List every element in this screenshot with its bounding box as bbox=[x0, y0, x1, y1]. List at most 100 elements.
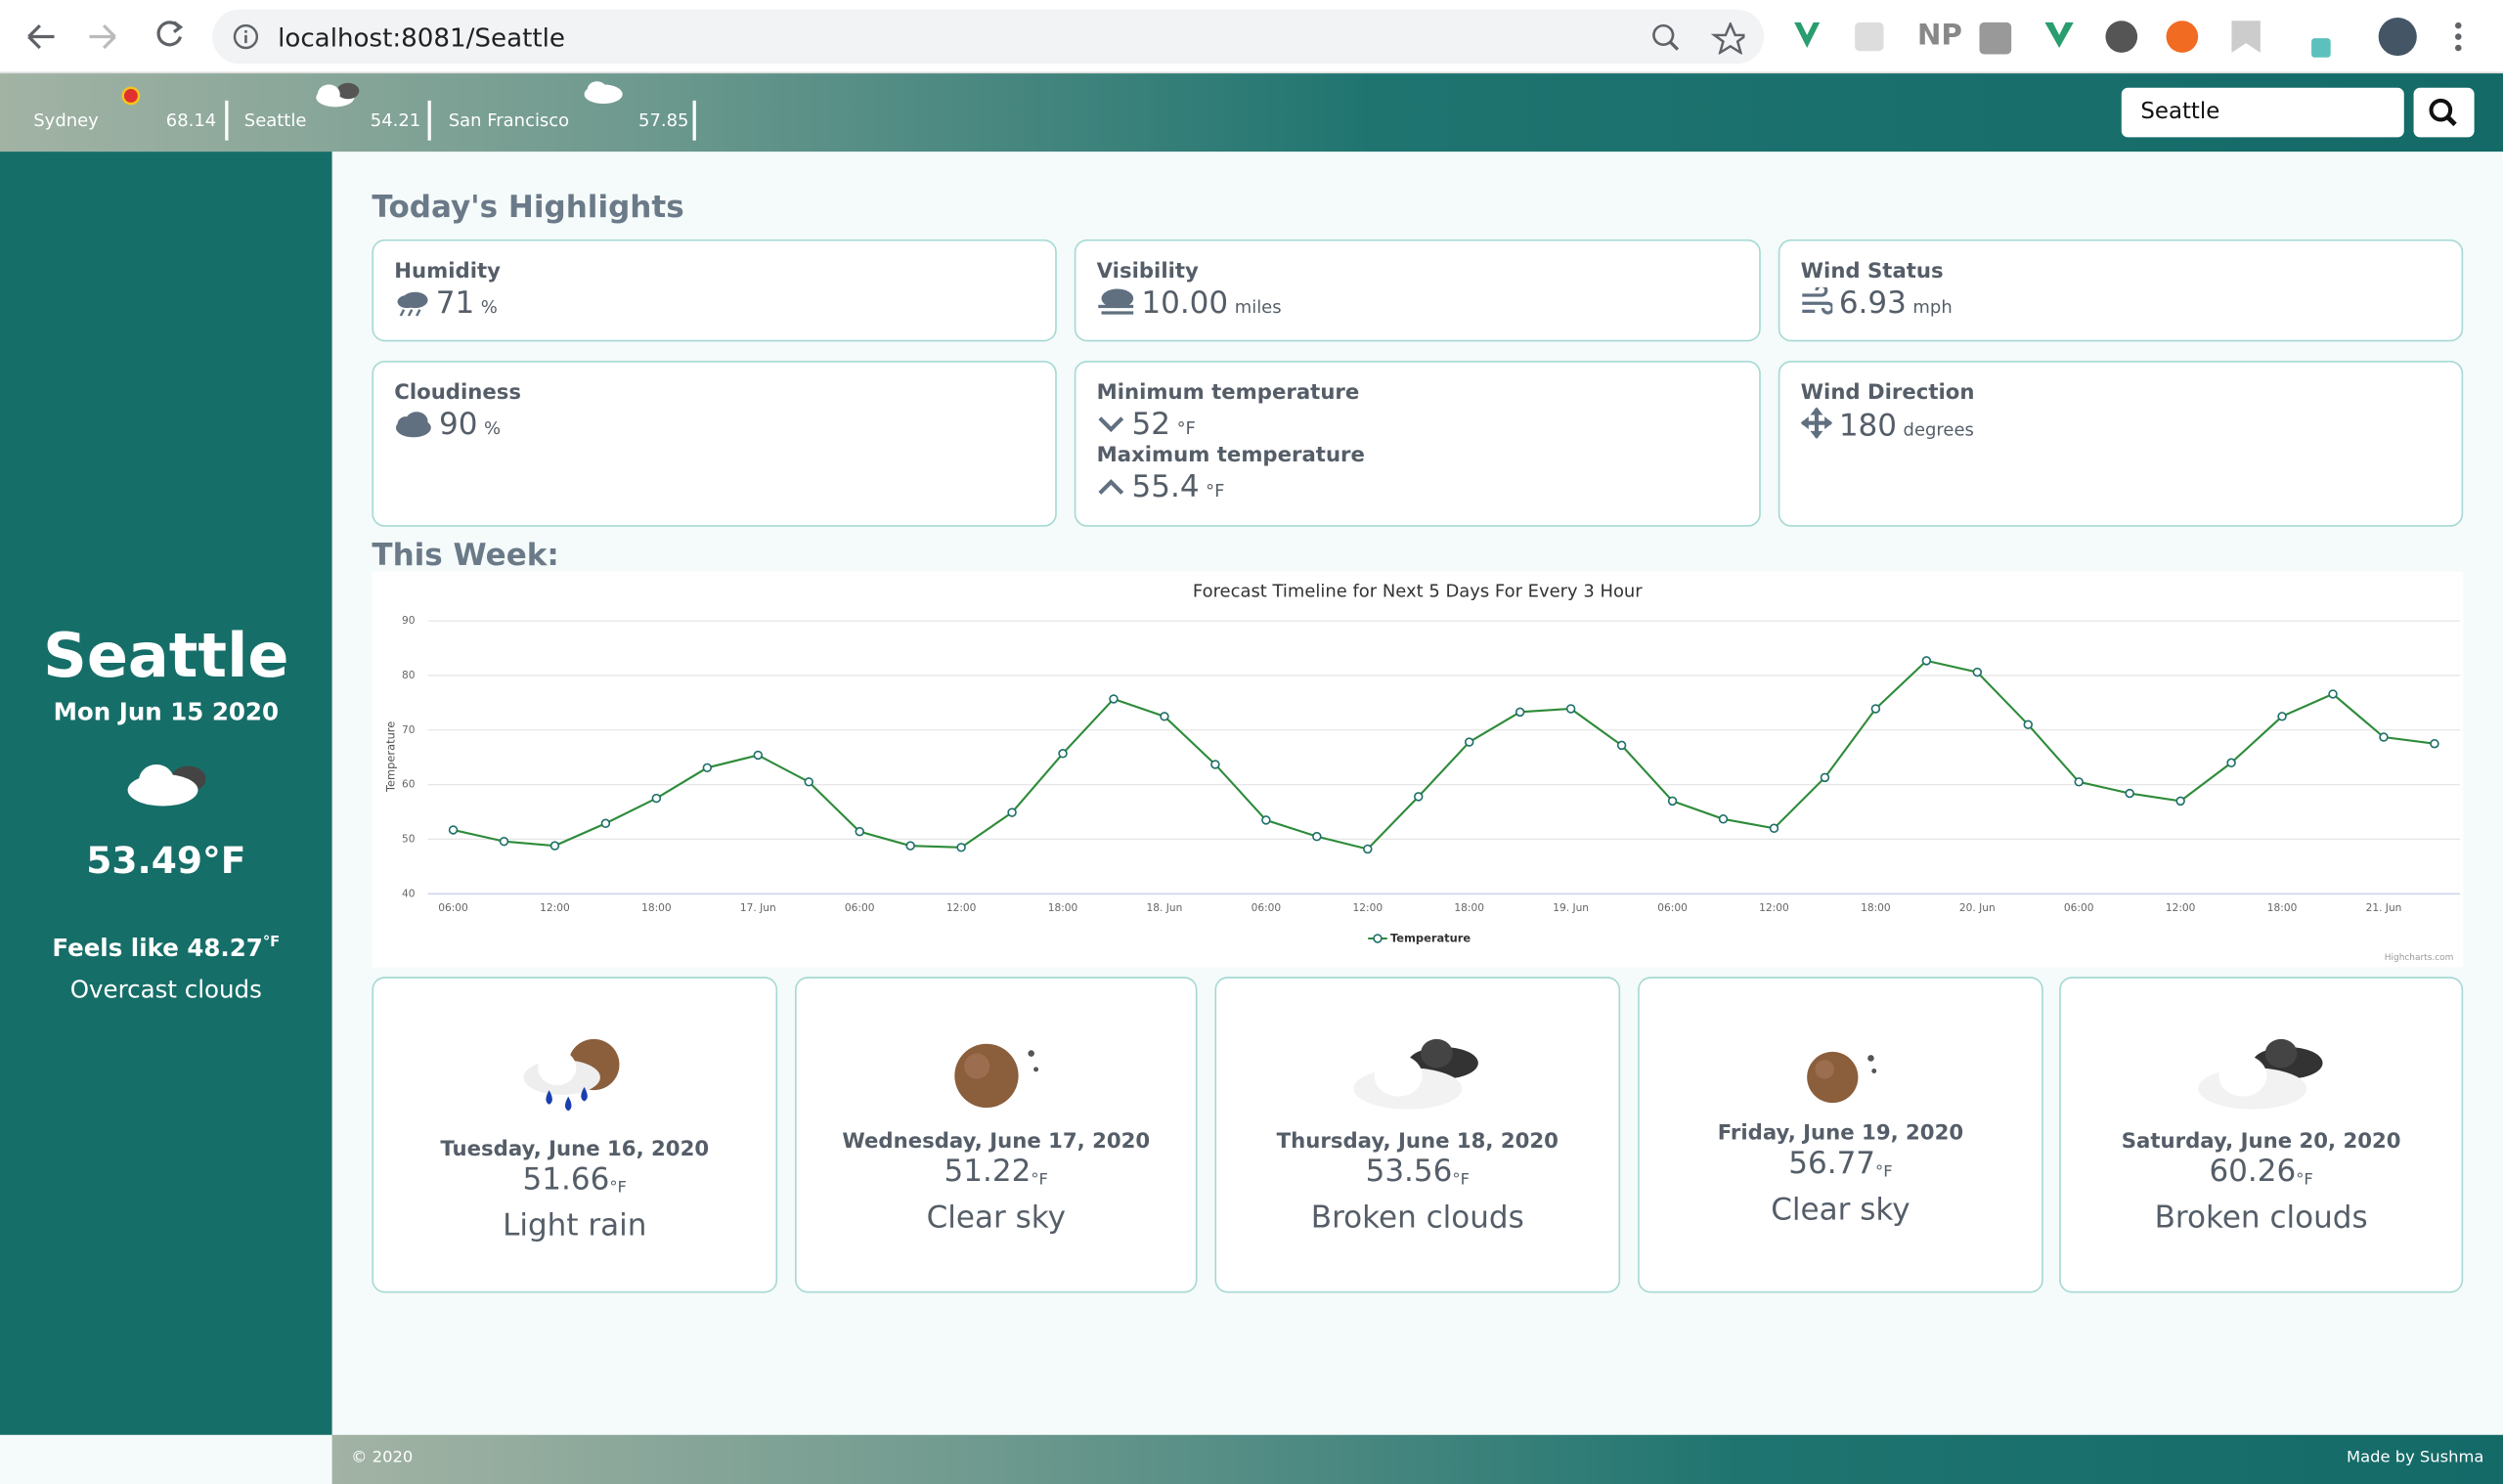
data-point bbox=[1109, 694, 1119, 704]
up-icon bbox=[1098, 479, 1124, 495]
unit: miles bbox=[1234, 296, 1282, 318]
value: 51.66 bbox=[522, 1160, 610, 1197]
data-point bbox=[1160, 712, 1169, 721]
x-tick-label: 18:00 bbox=[1861, 901, 1891, 914]
value: 52 bbox=[1131, 407, 1171, 443]
feels-like-text: Feels like 48.27 bbox=[52, 934, 263, 963]
data-point bbox=[855, 826, 864, 837]
data-point bbox=[2328, 689, 2338, 699]
direction-icon bbox=[1800, 407, 1833, 439]
x-tick-label: 18:00 bbox=[2267, 901, 2298, 914]
x-tick-label: 06:00 bbox=[2064, 901, 2094, 914]
series-line bbox=[453, 659, 2436, 851]
forecast-temp: 53.56°F bbox=[1366, 1154, 1470, 1199]
highlight-card: Humidity 71% bbox=[372, 239, 1057, 342]
city-name[interactable]: San Francisco bbox=[448, 109, 570, 131]
value: 180 bbox=[1838, 408, 1898, 444]
current-date: Mon Jun 15 2020 bbox=[53, 697, 279, 726]
forecast-description: Clear sky bbox=[1771, 1191, 1910, 1227]
forecast-description: Clear sky bbox=[926, 1199, 1066, 1235]
forecast-card: Thursday, June 18, 2020 53.56°F Broken c… bbox=[1214, 977, 1621, 1293]
forecast-description: Light rain bbox=[503, 1207, 647, 1244]
section-title: Today's Highlights bbox=[372, 190, 684, 226]
highlight-card: Cloudiness 90% bbox=[372, 360, 1057, 527]
legend-marker bbox=[1373, 934, 1383, 943]
x-tick-label: 06:00 bbox=[1657, 901, 1688, 914]
unit: % bbox=[483, 417, 502, 439]
y-tick-label: 60 bbox=[402, 778, 416, 791]
value: 55.4 bbox=[1131, 468, 1200, 504]
unit: % bbox=[480, 296, 498, 318]
data-point bbox=[1515, 707, 1525, 718]
x-tick-label: 18:00 bbox=[641, 901, 672, 914]
city-icons bbox=[121, 81, 623, 108]
value: 6.93 bbox=[1838, 285, 1907, 322]
data-point bbox=[1616, 740, 1627, 751]
humidity-icon bbox=[397, 291, 428, 317]
city-name[interactable]: Seattle bbox=[243, 109, 307, 131]
data-point bbox=[651, 793, 662, 804]
data-point bbox=[1820, 772, 1830, 783]
forecast-description: Broken clouds bbox=[1310, 1199, 1524, 1235]
search-input[interactable]: Seattle bbox=[2121, 87, 2404, 138]
forecast-temp: 60.26°F bbox=[2209, 1154, 2312, 1199]
value: 60.26 bbox=[2209, 1153, 2297, 1189]
city-temp: 54.21 bbox=[370, 109, 421, 131]
data-point bbox=[549, 841, 560, 851]
current-temp: 53.49°F bbox=[86, 841, 246, 883]
data-point bbox=[2175, 796, 2185, 807]
feels-like: Feels like 48.27°F bbox=[0, 934, 332, 962]
data-point bbox=[804, 777, 813, 787]
x-tick-label: 19. Jun bbox=[1553, 901, 1589, 914]
city-name[interactable]: Sydney bbox=[33, 109, 99, 131]
unit: °F bbox=[2296, 1170, 2313, 1189]
y-axis-title: Temperature bbox=[384, 721, 398, 793]
x-tick-label: 20. Jun bbox=[1959, 901, 1996, 914]
data-point bbox=[2125, 788, 2134, 799]
x-tick-label: 12:00 bbox=[1759, 901, 1789, 914]
data-point bbox=[2277, 712, 2287, 721]
separator bbox=[225, 100, 228, 141]
forecast-date: Friday, June 19, 2020 bbox=[1717, 1120, 1964, 1146]
forecast-card: Saturday, June 20, 2020 60.26°F Broken c… bbox=[2059, 977, 2464, 1293]
search-button[interactable] bbox=[2413, 87, 2475, 138]
copyright: © 2020 bbox=[351, 1449, 414, 1467]
url-text: localhost:8081/Seattle bbox=[278, 22, 565, 53]
data-point bbox=[2430, 738, 2439, 749]
data-point bbox=[702, 763, 713, 773]
y-tick-label: 70 bbox=[402, 723, 416, 736]
data-point bbox=[1363, 844, 1373, 854]
highlight-value: 52 °F bbox=[1097, 407, 1196, 442]
footer: © 2020 Made by Sushma bbox=[331, 1434, 2503, 1484]
data-point bbox=[448, 825, 459, 835]
y-tick-label: 40 bbox=[402, 887, 416, 899]
value: 53.56 bbox=[1365, 1153, 1453, 1189]
x-tick-label: 12:00 bbox=[2166, 901, 2196, 914]
unit: °F bbox=[1206, 480, 1225, 502]
url-actions bbox=[1652, 22, 1745, 55]
highlight-value: 180 degrees bbox=[1800, 407, 1974, 444]
forecast-date: Thursday, June 18, 2020 bbox=[1276, 1129, 1559, 1154]
forecast-card: Wednesday, June 17, 2020 51.22°F Clear s… bbox=[795, 977, 1198, 1293]
address-bar[interactable]: localhost:8081/Seattle bbox=[212, 9, 1765, 65]
feels-like-unit: °F bbox=[262, 935, 281, 952]
data-point bbox=[1565, 704, 1576, 714]
data-point bbox=[600, 818, 611, 828]
highlight-value: 6.93 mph bbox=[1801, 284, 1953, 322]
unit: °F bbox=[1031, 1170, 1048, 1189]
unit: °F bbox=[1875, 1162, 1893, 1181]
clouds-icon bbox=[1353, 1038, 1478, 1109]
x-tick-label: 18:00 bbox=[1048, 901, 1078, 914]
forecast-card: Friday, June 19, 2020 56.77°F Clear sky bbox=[1638, 977, 2043, 1293]
highlight-value: 90% bbox=[394, 407, 501, 442]
credit: Made by Sushma bbox=[2347, 1449, 2484, 1467]
data-point bbox=[956, 843, 966, 852]
unit: degrees bbox=[1903, 419, 1974, 441]
value: 56.77 bbox=[1788, 1145, 1876, 1181]
separator bbox=[427, 100, 430, 141]
highlight-card: Wind Direction 180 degrees bbox=[1778, 360, 2464, 527]
wind-icon bbox=[1802, 284, 1834, 315]
city-title: Seattle bbox=[43, 621, 289, 691]
credits: Highcharts.com bbox=[2385, 953, 2454, 963]
